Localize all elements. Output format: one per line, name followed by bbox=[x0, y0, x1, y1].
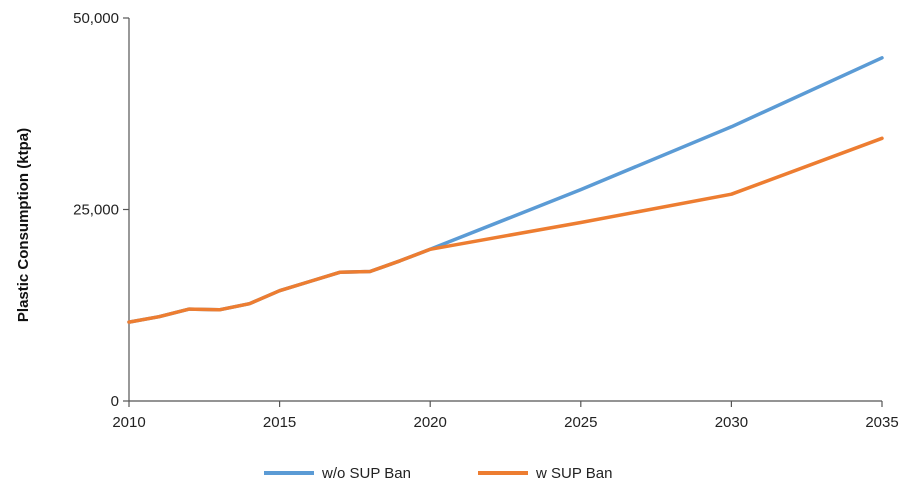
legend-swatch-with-ban bbox=[478, 471, 528, 475]
series-line-with-ban bbox=[127, 136, 884, 324]
x-tick-label: 2020 bbox=[414, 414, 447, 431]
y-tick-label: 25,000 bbox=[73, 202, 119, 219]
x-tick-label: 2030 bbox=[715, 414, 748, 431]
legend-item-with-ban: w SUP Ban bbox=[478, 458, 612, 488]
legend-label-without-ban: w/o SUP Ban bbox=[322, 464, 411, 482]
series-layer bbox=[127, 56, 884, 324]
legend-item-without-ban: w/o SUP Ban bbox=[264, 458, 411, 488]
series-line-without-ban bbox=[127, 56, 884, 324]
y-tick-label: 0 bbox=[111, 393, 119, 410]
x-tick-label: 2010 bbox=[112, 414, 145, 431]
y-axis-label: Plastic Consumption (ktpa) bbox=[15, 128, 32, 322]
axes: 0 25,000 50,000 2010 2015 2020 2025 2030 2035 bbox=[73, 10, 899, 431]
y-tick-label: 50,000 bbox=[73, 10, 119, 27]
line-chart: 0 25,000 50,000 2010 2015 2020 2025 2030 2035 Pl… bbox=[15, 10, 899, 431]
legend: w/o SUP Ban w SUP Ban bbox=[0, 458, 906, 488]
x-tick-label: 2035 bbox=[865, 414, 898, 431]
legend-swatch-without-ban bbox=[264, 471, 314, 475]
legend-label-with-ban: w SUP Ban bbox=[536, 464, 613, 482]
x-tick-label: 2015 bbox=[263, 414, 296, 431]
x-tick-label: 2025 bbox=[564, 414, 597, 431]
